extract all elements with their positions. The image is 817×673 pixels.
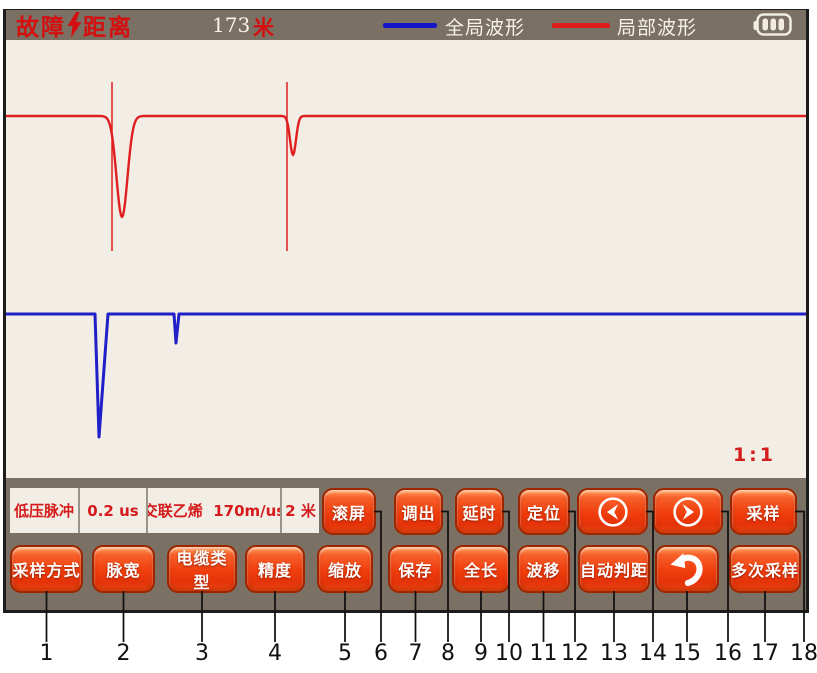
scroll-screen-button[interactable]: 滚屏 — [322, 488, 376, 535]
auto-distance-button[interactable]: 自动判距 — [578, 545, 650, 593]
distance-value: 173 — [212, 13, 251, 37]
scale-label: 1:1 — [732, 444, 776, 466]
callout-number: 13 — [600, 641, 628, 666]
callout-number: 6 — [374, 641, 388, 666]
waveform-plot — [5, 82, 807, 439]
callout-number: 2 — [116, 641, 131, 666]
callout-number: 8 — [441, 641, 455, 666]
callout-number: 17 — [751, 641, 779, 666]
back-arrow-icon — [670, 553, 703, 587]
distance-label: 距离 — [83, 15, 133, 41]
delay-button[interactable]: 延时 — [455, 488, 504, 535]
battery-icon — [753, 13, 792, 36]
sample-mode-button[interactable]: 采样方式 — [10, 545, 83, 593]
callout-number: 9 — [474, 641, 488, 666]
save-button[interactable]: 保存 — [388, 545, 443, 593]
distance-unit: 米 — [253, 16, 274, 40]
global-waveform-swatch — [383, 23, 437, 28]
multi-sample-button[interactable]: 多次采样 — [729, 545, 801, 593]
callout-number: 3 — [195, 641, 209, 666]
arrow-right-circle-icon — [673, 496, 703, 527]
callout-number: 16 — [714, 641, 742, 666]
callout-number: 1 — [39, 641, 54, 666]
pulse-mode-cell: 低压脉冲 — [10, 488, 80, 533]
cursor-right-button[interactable] — [653, 488, 723, 535]
control-panel: 低压脉冲 0.2 us 交联乙烯 170m/us 2 米 滚屏 调出 延时 定位 — [6, 478, 806, 610]
wave-shift-button[interactable]: 波移 — [517, 545, 570, 593]
zoom-button[interactable]: 缩放 — [317, 545, 373, 593]
pulse-width-cell: 0.2 us — [80, 488, 148, 533]
callout-number: 18 — [790, 641, 817, 666]
sample-button[interactable]: 采样 — [730, 488, 797, 535]
header-bar: 故障 距离 173 米 全局波形 局部波形 — [6, 10, 806, 41]
waveform-display: 1:1 — [5, 40, 807, 478]
fault-label: 故障 — [16, 15, 66, 41]
status-bar: 低压脉冲 0.2 us 交联乙烯 170m/us 2 米 — [10, 488, 319, 533]
device-screen: 故障 距离 173 米 全局波形 局部波形 1:1 — [3, 9, 809, 613]
callout-number: 11 — [529, 641, 558, 666]
locate-button[interactable]: 定位 — [518, 488, 570, 535]
fault-distance-title: 故障 距离 — [16, 11, 133, 41]
recall-button[interactable]: 调出 — [394, 488, 443, 535]
global-waveform-label: 全局波形 — [445, 17, 526, 39]
callout-number: 14 — [639, 641, 667, 666]
callout-number: 12 — [561, 641, 589, 666]
arrow-left-circle-icon — [597, 496, 628, 527]
callout-number: 15 — [673, 641, 701, 666]
cable-type-cell: 交联乙烯 170m/us — [148, 488, 282, 533]
callout-number: 5 — [338, 641, 352, 666]
precision-cell: 2 米 — [285, 502, 316, 520]
full-length-button[interactable]: 全长 — [452, 545, 510, 593]
local-waveform-label: 局部波形 — [617, 17, 698, 39]
cursor-left-button[interactable] — [577, 488, 648, 535]
pulse-width-button[interactable]: 脉宽 — [92, 545, 155, 593]
back-button[interactable] — [655, 545, 719, 593]
cable-type-button[interactable]: 电缆类型 — [167, 545, 237, 593]
callout-number: 7 — [408, 641, 423, 666]
callout-number: 10 — [495, 641, 523, 666]
precision-button[interactable]: 精度 — [245, 545, 305, 593]
lightning-icon — [67, 12, 82, 38]
callout-number: 4 — [268, 641, 282, 666]
local-waveform-swatch — [552, 23, 610, 28]
